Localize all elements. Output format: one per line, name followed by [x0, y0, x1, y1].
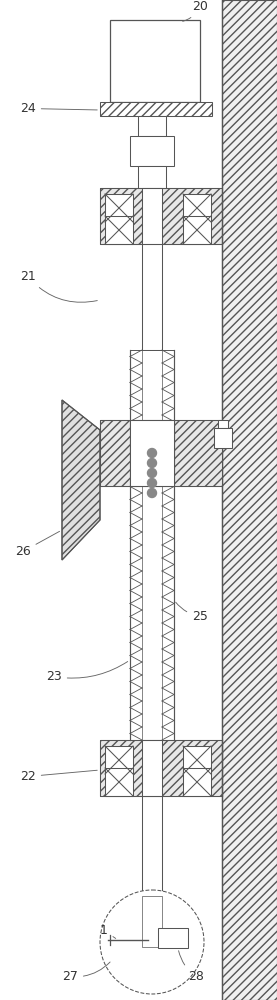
- Text: 22: 22: [20, 770, 97, 783]
- Bar: [183, 746, 211, 774]
- Circle shape: [147, 458, 157, 468]
- Text: 20: 20: [183, 0, 208, 21]
- Bar: [183, 216, 211, 244]
- Bar: [100, 188, 222, 244]
- Bar: [138, 166, 166, 188]
- Bar: [142, 896, 162, 947]
- Bar: [100, 420, 222, 486]
- Bar: [100, 740, 222, 796]
- Circle shape: [100, 890, 204, 994]
- Text: 25: 25: [176, 602, 208, 623]
- Bar: [105, 194, 133, 222]
- Bar: [142, 796, 162, 896]
- Polygon shape: [62, 400, 100, 560]
- Bar: [158, 928, 188, 948]
- Bar: [100, 188, 222, 244]
- Text: 24: 24: [20, 102, 97, 115]
- Bar: [100, 740, 222, 796]
- Bar: [105, 746, 133, 774]
- Bar: [142, 102, 162, 350]
- Bar: [100, 102, 212, 116]
- Bar: [183, 768, 211, 796]
- Bar: [222, 0, 277, 1000]
- Circle shape: [147, 488, 157, 497]
- Bar: [138, 116, 166, 136]
- Text: 21: 21: [20, 270, 97, 302]
- Bar: [142, 188, 162, 244]
- Bar: [214, 428, 232, 448]
- Circle shape: [147, 448, 157, 458]
- Circle shape: [147, 468, 157, 478]
- Bar: [130, 136, 174, 166]
- Bar: [100, 420, 222, 486]
- Circle shape: [147, 479, 157, 488]
- Bar: [183, 194, 211, 222]
- Bar: [142, 350, 162, 740]
- Bar: [105, 216, 133, 244]
- Bar: [110, 20, 200, 102]
- Bar: [218, 420, 228, 428]
- Bar: [105, 768, 133, 796]
- Bar: [130, 420, 174, 486]
- Text: 28: 28: [179, 951, 204, 983]
- Text: 23: 23: [46, 662, 128, 683]
- Bar: [142, 740, 162, 796]
- Text: 26: 26: [15, 531, 60, 558]
- Text: 1: 1: [100, 924, 116, 938]
- Text: 27: 27: [62, 962, 110, 983]
